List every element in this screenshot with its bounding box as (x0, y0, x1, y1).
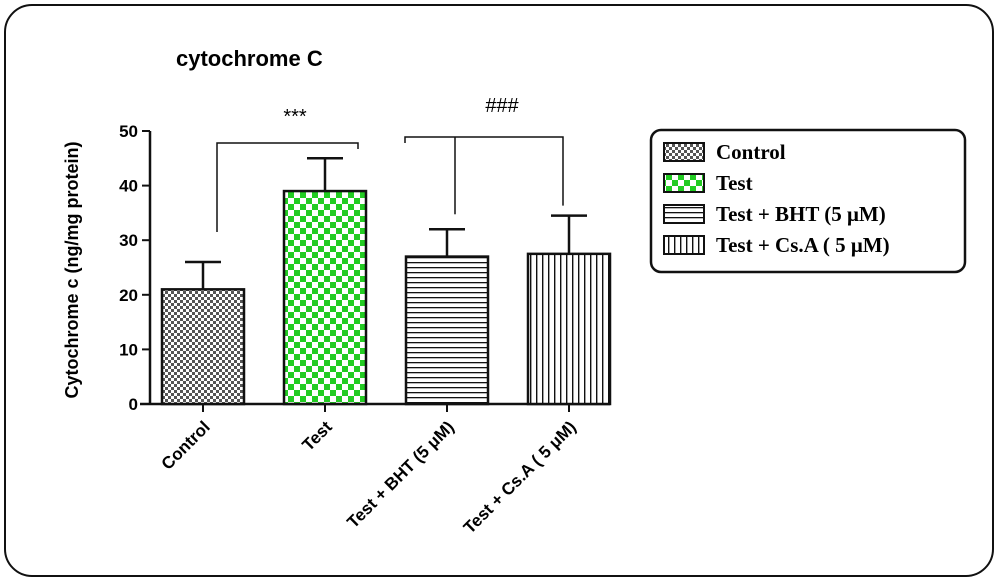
legend-entry-label: Test + Cs.A ( 5 μM) (716, 233, 890, 257)
x-tick-labels: Control Test Test + BHT (5 μM) Test + Cs.A … (158, 404, 580, 537)
chart-title: cytochrome C (176, 46, 323, 71)
legend-swatch (663, 173, 705, 193)
legend-entry-label: Test + BHT (5 μM) (716, 202, 886, 226)
legend-box (649, 128, 967, 274)
significance-label: ### (485, 95, 519, 117)
y-tick-label: 30 (119, 231, 138, 250)
legend-entry-label: Test (716, 171, 753, 195)
bar (160, 288, 246, 406)
significance-bracket (216, 142, 359, 233)
y-tick-label: 10 (119, 340, 138, 359)
significance-brackets: *** ### (216, 95, 564, 233)
legend-entry-label: Control (716, 140, 786, 164)
x-tick-label: Test + Cs.A ( 5 μM) (460, 417, 580, 537)
y-tick-label: 40 (119, 177, 138, 196)
x-tick-label: Test (299, 417, 336, 454)
significance-bracket (404, 136, 564, 206)
legend-swatch (663, 142, 705, 162)
significance-label: *** (283, 106, 307, 128)
bar (282, 189, 368, 406)
y-tick-label: 0 (129, 395, 138, 414)
legend-swatch (663, 235, 705, 255)
legend-swatch (663, 204, 705, 224)
legend: Control Test Test + BHT (5 μM) Test + Cs.A … (649, 128, 967, 274)
y-axis-label: Cytochrome c (ng/mg protein) (62, 141, 82, 398)
bar (526, 252, 612, 406)
bars (160, 157, 612, 406)
y-tick-label: 50 (119, 122, 138, 141)
y-tick-label: 20 (119, 286, 138, 305)
x-tick-label: Test + BHT (5 μM) (343, 417, 457, 531)
x-tick-label: Control (158, 417, 214, 473)
bar (404, 255, 490, 406)
